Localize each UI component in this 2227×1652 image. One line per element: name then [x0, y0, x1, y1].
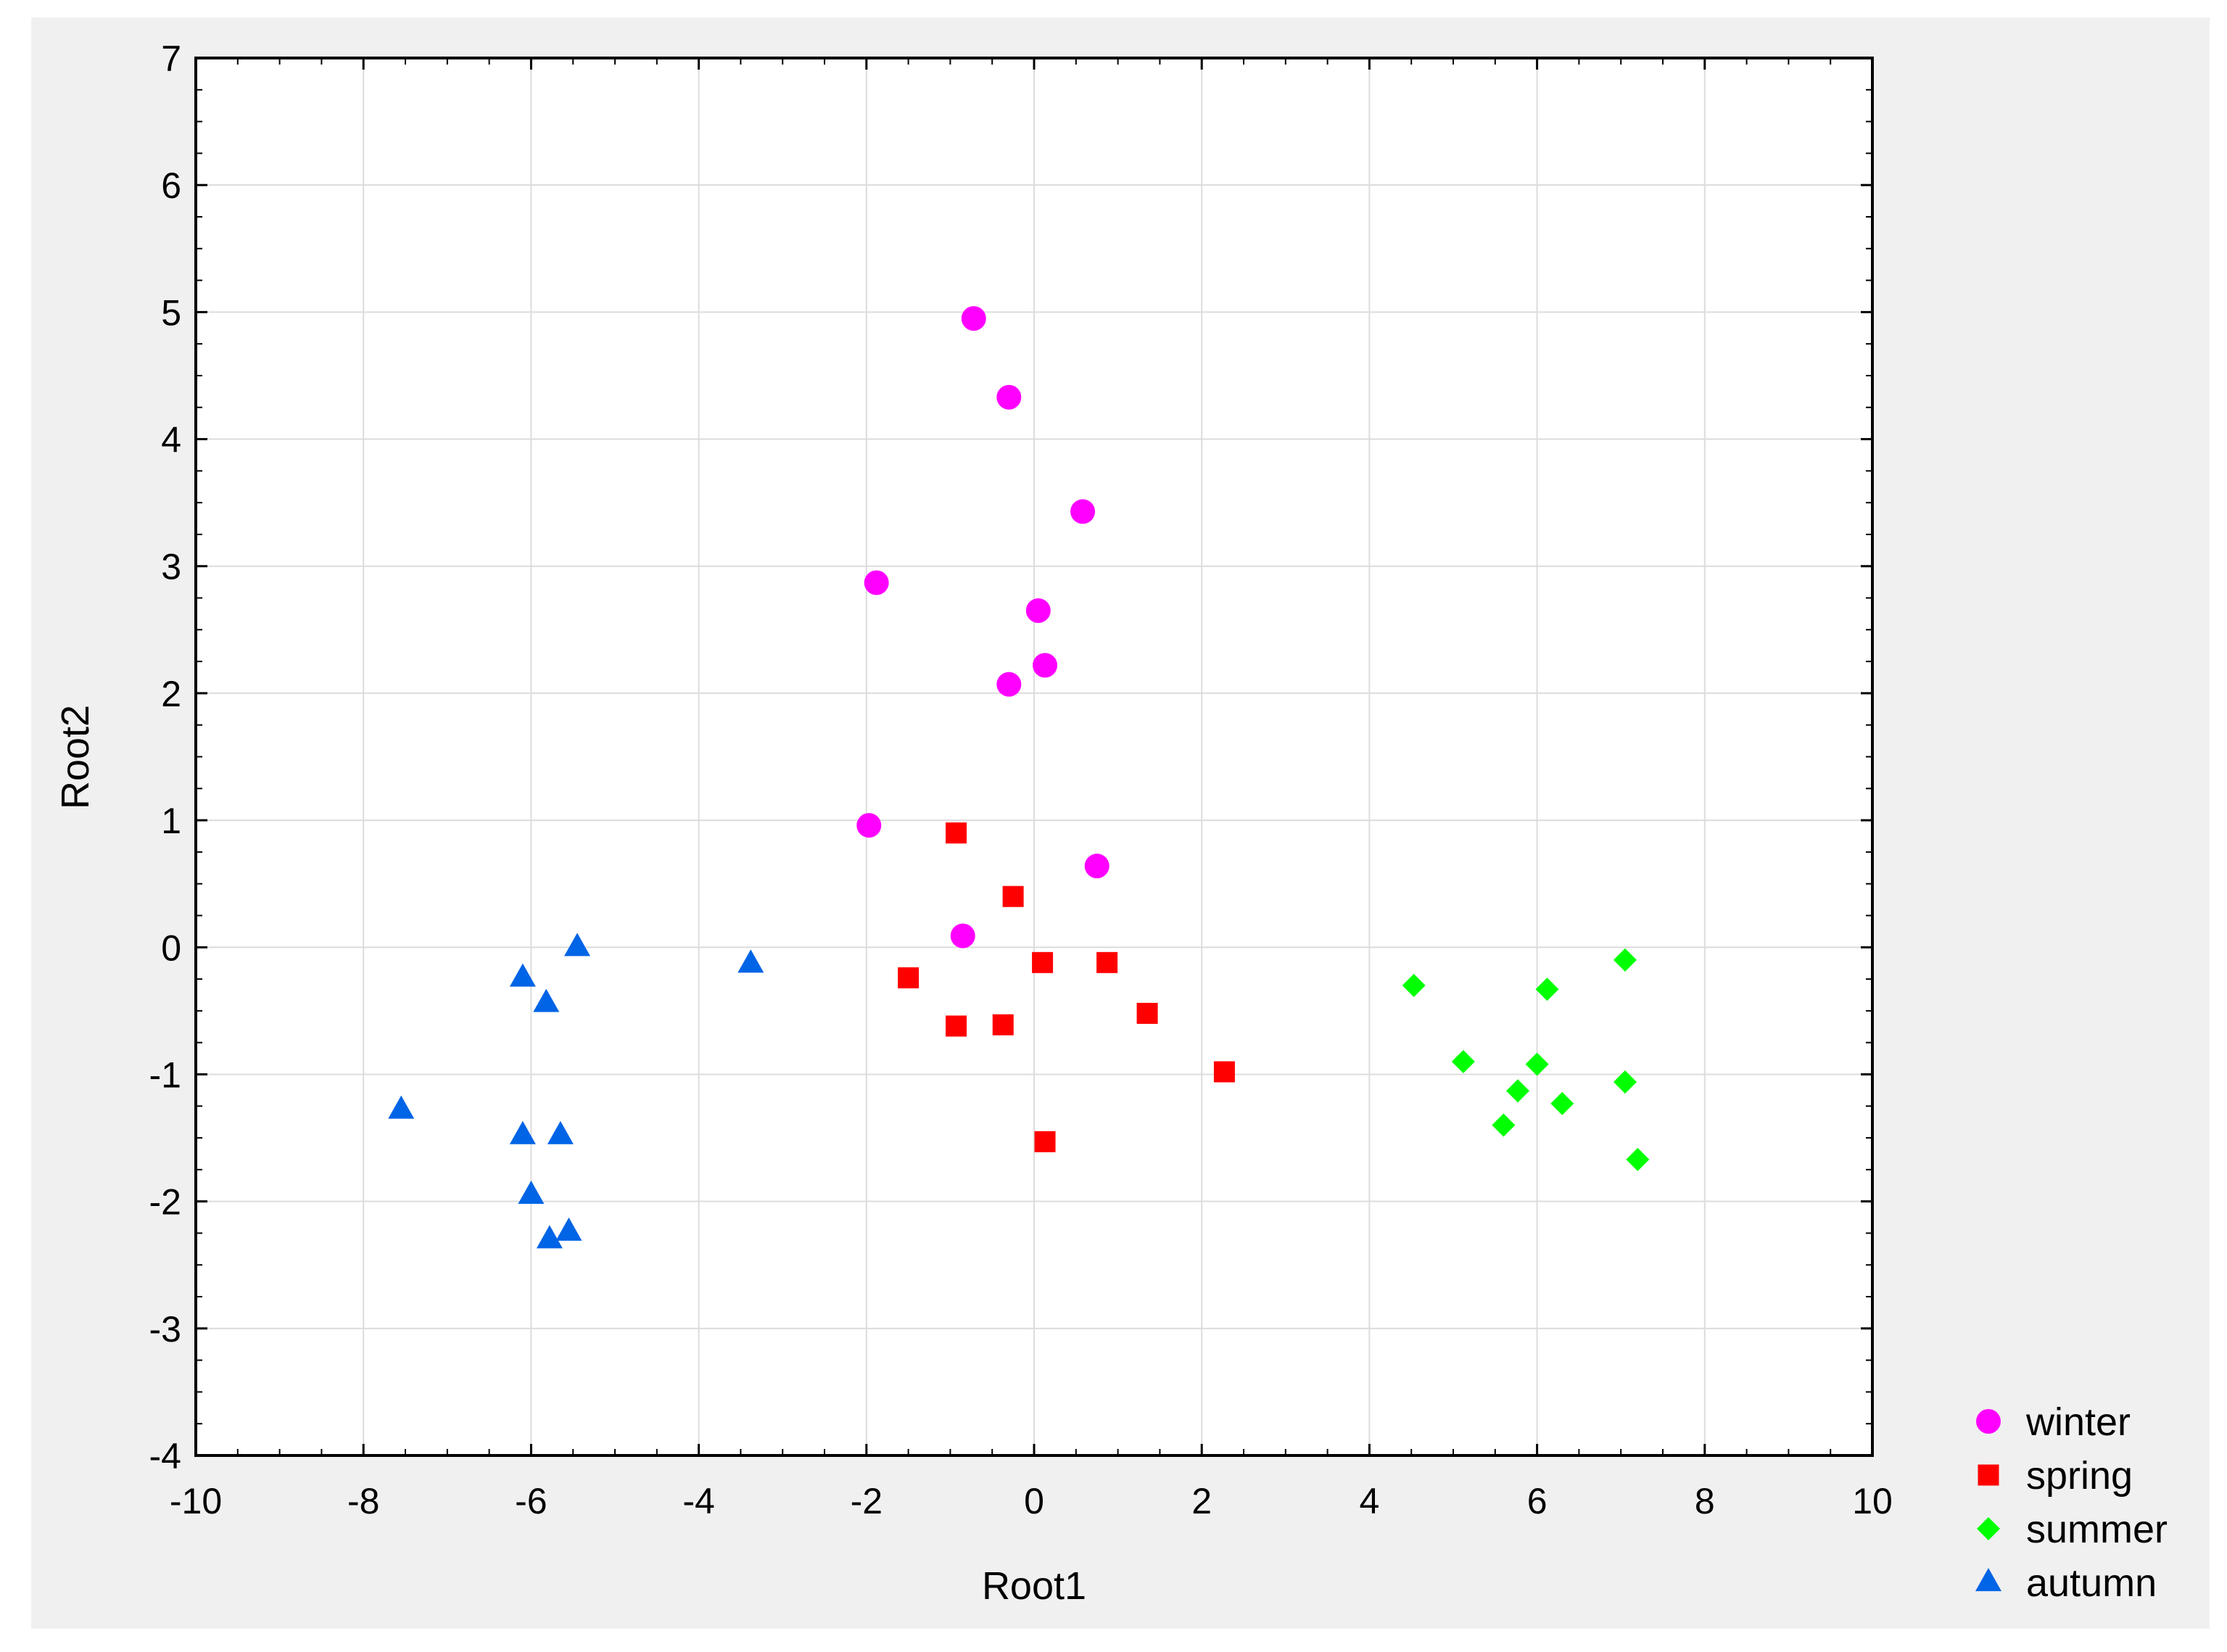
legend-item-spring: spring	[1978, 1454, 2133, 1498]
y-tick-label: 6	[161, 165, 181, 206]
y-tick-label: -2	[149, 1182, 181, 1223]
point-autumn	[737, 949, 764, 973]
legend-label-summer: summer	[2026, 1508, 2168, 1551]
x-tick-label: 8	[1695, 1481, 1715, 1521]
y-axis-ticks: 7 6 5 4 3 2 1 0 -1 -2 -3 -4	[149, 38, 1872, 1477]
point-summer	[1506, 1079, 1530, 1103]
point-spring	[1096, 951, 1118, 973]
x-tick-label: -8	[347, 1481, 379, 1521]
legend-label-spring: spring	[2026, 1454, 2133, 1498]
point-autumn	[518, 1181, 545, 1205]
legend-marker-summer	[1977, 1517, 2000, 1540]
point-autumn	[388, 1095, 415, 1119]
point-winter	[1070, 499, 1096, 524]
point-summer	[1451, 1049, 1475, 1073]
y-tick-label: 7	[161, 38, 181, 79]
point-summer	[1492, 1113, 1516, 1137]
point-winter	[996, 672, 1022, 697]
point-spring	[1213, 1061, 1235, 1083]
y-axis-label: Root2	[54, 705, 97, 809]
point-winter	[1033, 653, 1058, 678]
point-spring	[1002, 885, 1024, 907]
point-summer	[1535, 978, 1559, 1001]
legend-marker-autumn	[1975, 1568, 2001, 1592]
point-winter	[996, 384, 1022, 410]
legend: winter spring summer autumn	[1975, 1400, 2168, 1605]
series-summer	[1402, 948, 1650, 1171]
legend-label-winter: winter	[2025, 1400, 2131, 1444]
y-tick-label: 3	[161, 547, 181, 587]
x-tick-label: -4	[682, 1481, 714, 1521]
y-tick-label: -1	[149, 1054, 181, 1095]
x-tick-label: 6	[1527, 1481, 1548, 1521]
series-spring	[898, 822, 1235, 1152]
x-axis-ticks: -10 -8 -6 -4 -2 0 2 4 6 8 10	[170, 58, 1893, 1521]
y-tick-label: 1	[161, 801, 181, 841]
point-winter	[856, 813, 882, 838]
point-summer	[1613, 1070, 1637, 1094]
y-tick-label: 2	[161, 674, 181, 714]
x-tick-label: 4	[1359, 1481, 1379, 1521]
point-summer	[1626, 1147, 1650, 1171]
point-spring	[1032, 951, 1054, 973]
series-autumn	[388, 933, 764, 1249]
point-winter	[864, 570, 889, 595]
point-summer	[1402, 973, 1426, 997]
legend-marker-spring	[1978, 1464, 1999, 1486]
point-spring	[945, 1015, 967, 1037]
legend-item-autumn: autumn	[1975, 1561, 2157, 1605]
x-axis-label: Root1	[982, 1564, 1086, 1608]
point-winter	[950, 923, 975, 949]
y-tick-label: -4	[149, 1436, 181, 1477]
x-tick-label: 0	[1024, 1481, 1044, 1521]
point-autumn	[509, 1120, 536, 1144]
series-winter	[856, 306, 1110, 949]
point-summer	[1550, 1091, 1574, 1115]
legend-item-winter: winter	[1976, 1400, 2131, 1444]
point-spring	[1034, 1131, 1056, 1152]
point-autumn	[563, 933, 590, 957]
x-tick-label: 10	[1852, 1481, 1893, 1521]
legend-item-summer: summer	[1977, 1508, 2168, 1551]
point-winter	[1084, 854, 1110, 879]
x-tick-label: 2	[1191, 1481, 1212, 1521]
y-tick-label: -3	[149, 1309, 181, 1350]
point-winter	[1025, 598, 1051, 624]
x-tick-label: -10	[170, 1481, 222, 1521]
point-spring	[945, 822, 967, 844]
legend-marker-winter	[1976, 1409, 2001, 1434]
x-tick-label: -2	[851, 1481, 883, 1521]
point-summer	[1525, 1052, 1549, 1076]
point-spring	[1136, 1002, 1158, 1024]
grid-lines	[196, 58, 1872, 1455]
point-autumn	[533, 988, 560, 1012]
data-points	[388, 306, 1650, 1249]
point-autumn	[555, 1217, 582, 1241]
y-tick-label: 4	[161, 420, 181, 461]
point-autumn	[547, 1120, 574, 1144]
point-spring	[992, 1014, 1014, 1036]
x-tick-label: -6	[515, 1481, 547, 1521]
point-winter	[961, 306, 986, 331]
point-spring	[898, 967, 920, 988]
point-autumn	[509, 963, 536, 987]
legend-label-autumn: autumn	[2026, 1561, 2157, 1605]
y-tick-label: 0	[161, 928, 181, 968]
plot-frame	[194, 57, 1874, 1457]
point-autumn	[536, 1225, 563, 1249]
y-tick-label: 5	[161, 292, 181, 333]
point-summer	[1613, 948, 1637, 972]
